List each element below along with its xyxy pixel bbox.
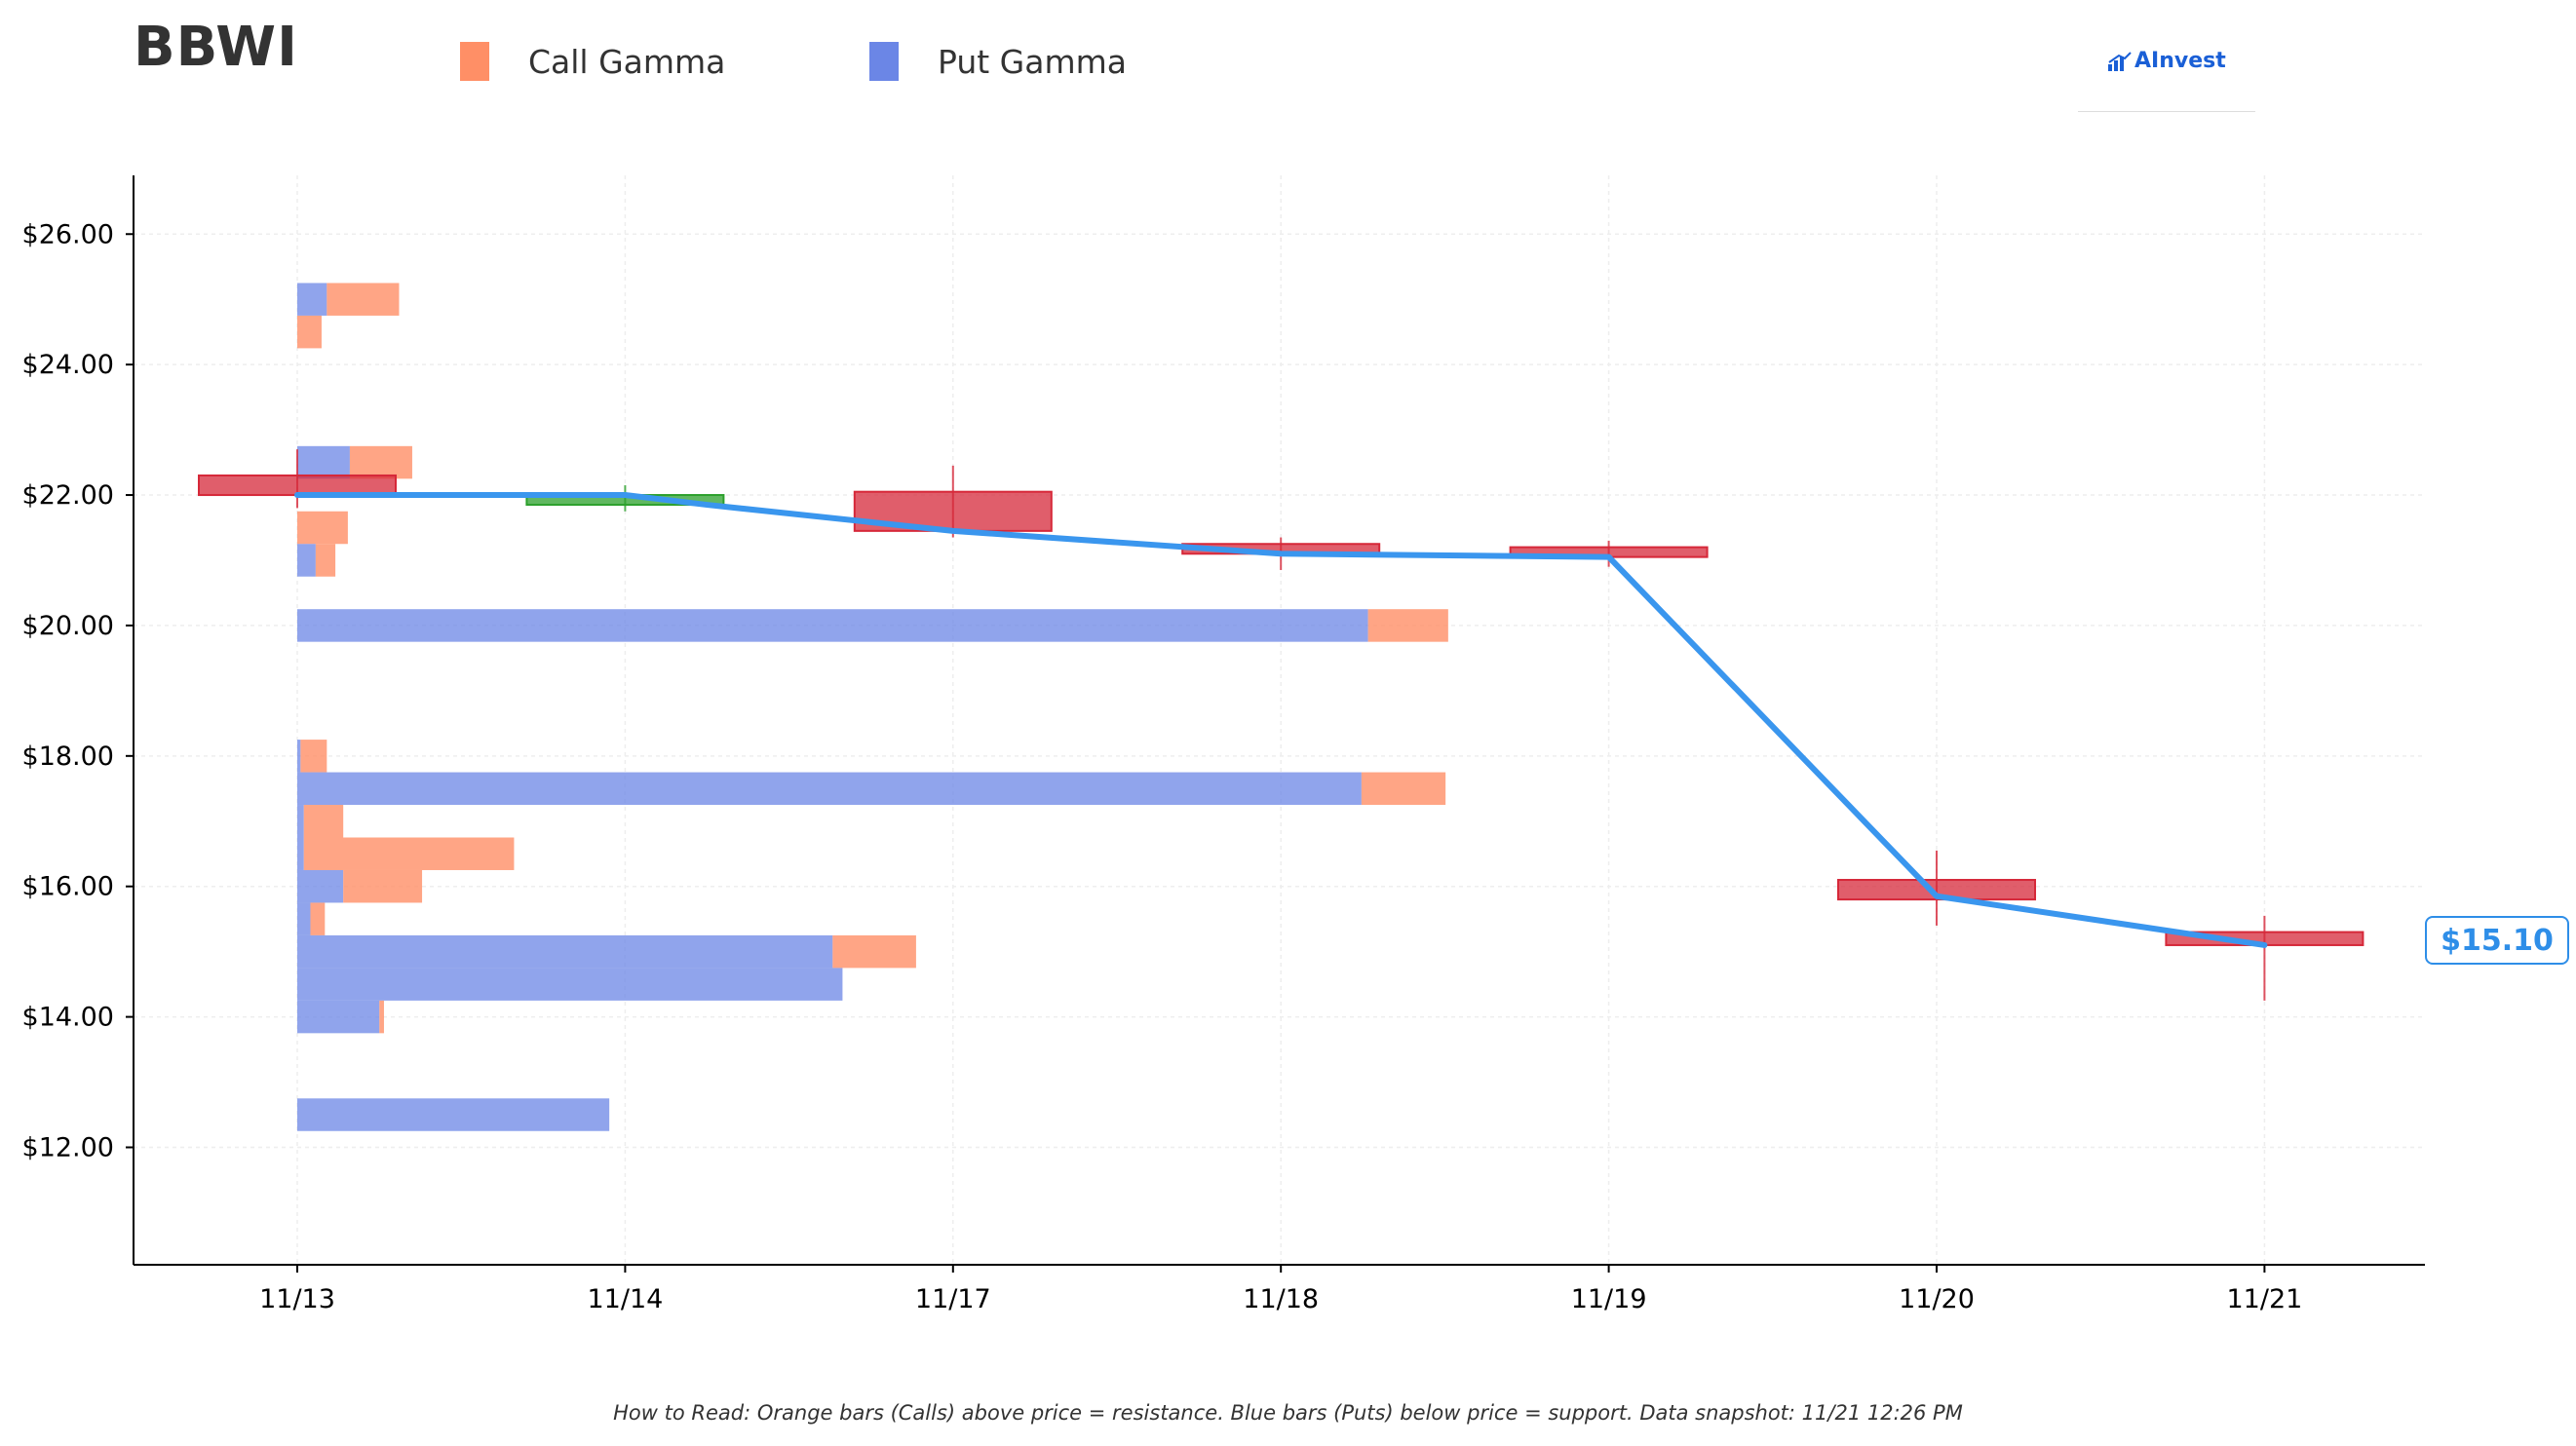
x-tick-label: 11/20 xyxy=(1899,1284,1975,1314)
put-gamma-bar xyxy=(297,772,1362,806)
ticker-title: BBWI xyxy=(134,16,298,79)
put-gamma-bar xyxy=(297,837,304,870)
put-gamma-swatch xyxy=(869,42,899,81)
y-tick-label: $12.00 xyxy=(22,1132,114,1162)
put-gamma-bar xyxy=(297,1000,380,1034)
y-tick-label: $22.00 xyxy=(22,480,114,511)
call-gamma-bar xyxy=(349,445,412,479)
put-gamma-bar xyxy=(297,934,833,969)
brand-logo: AInvest xyxy=(2107,49,2226,73)
put-gamma-bar xyxy=(297,740,301,773)
x-tick-label: 11/17 xyxy=(915,1284,991,1314)
put-gamma-label: Put Gamma xyxy=(938,42,1127,81)
put-gamma-bar xyxy=(297,869,344,903)
close-price-line xyxy=(294,492,2268,948)
chart-up-icon xyxy=(2108,51,2132,71)
put-gamma-bar xyxy=(297,805,304,838)
current-price-badge: $15.10 xyxy=(2425,916,2569,965)
x-tick-label: 11/18 xyxy=(1243,1284,1319,1314)
call-gamma-bar xyxy=(297,315,322,349)
put-gamma-bar xyxy=(297,902,311,935)
legend-call-gamma: Call Gamma xyxy=(460,37,725,86)
call-gamma-bar xyxy=(379,1000,384,1034)
call-gamma-bar xyxy=(1367,609,1448,642)
legend-put-gamma: Put Gamma xyxy=(869,37,1127,86)
y-tick-label: $24.00 xyxy=(22,350,114,380)
brand-name: AInvest xyxy=(2134,49,2226,73)
y-tick-label: $16.00 xyxy=(22,872,114,902)
call-gamma-bar xyxy=(297,511,348,545)
y-tick-label: $26.00 xyxy=(22,219,114,249)
call-gamma-bar xyxy=(315,544,336,577)
candle-body xyxy=(198,474,397,497)
call-gamma-bar xyxy=(300,740,327,773)
y-tick-label: $20.00 xyxy=(22,611,114,641)
put-gamma-bar xyxy=(297,968,843,1001)
y-tick-label: $14.00 xyxy=(22,1003,114,1033)
brand-divider xyxy=(2078,111,2255,112)
candle-body xyxy=(1837,879,2036,901)
put-gamma-bar xyxy=(297,283,327,316)
x-tick-label: 11/21 xyxy=(2226,1284,2302,1314)
put-gamma-bar xyxy=(297,445,350,479)
call-gamma-bar xyxy=(343,869,423,903)
y-tick-label: $18.00 xyxy=(22,742,114,772)
call-gamma-bar xyxy=(327,283,400,316)
put-gamma-bar xyxy=(297,609,1368,642)
call-gamma-bar xyxy=(303,837,515,870)
call-gamma-swatch xyxy=(460,42,489,81)
call-gamma-bar xyxy=(1361,772,1446,806)
x-tick-label: 11/13 xyxy=(259,1284,335,1314)
x-tick-label: 11/19 xyxy=(1571,1284,1647,1314)
put-gamma-bar xyxy=(297,544,316,577)
how-to-read-footnote: How to Read: Orange bars (Calls) above p… xyxy=(613,1401,1963,1425)
x-tick-label: 11/14 xyxy=(587,1284,663,1314)
call-gamma-bar xyxy=(303,805,344,838)
put-gamma-bar xyxy=(297,1098,610,1131)
call-gamma-bar xyxy=(310,902,326,935)
call-gamma-label: Call Gamma xyxy=(528,42,726,81)
call-gamma-bar xyxy=(832,934,916,969)
